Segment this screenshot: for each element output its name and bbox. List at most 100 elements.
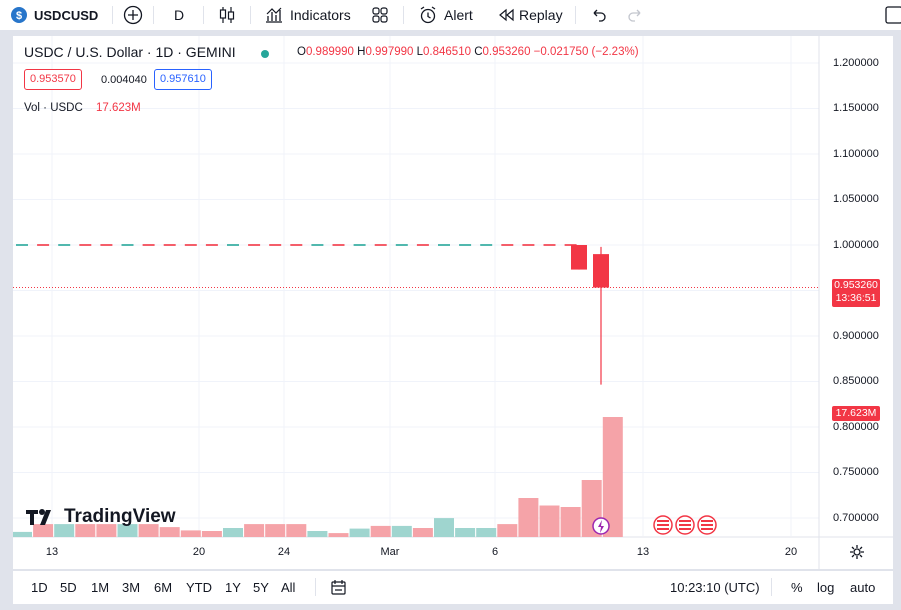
top-toolbar: $ USDCUSD D Indicators Alert Replay [0, 0, 901, 30]
range-3m-button[interactable]: 3M [122, 580, 141, 595]
chart-panel[interactable]: USDC / U.S. Dollar · 1D · GEMINI O0.9899… [13, 36, 893, 569]
symbol-search-button[interactable]: $ USDCUSD [10, 0, 98, 30]
price-tick: 1.150000 [833, 102, 879, 114]
time-tick: 20 [192, 546, 206, 558]
range-ytd-button[interactable]: YTD [186, 580, 212, 595]
low-key: L [416, 46, 424, 58]
volume-bar [307, 531, 328, 537]
us-flag-stripe [657, 520, 669, 522]
time-tick: 6 [491, 546, 499, 558]
price-tick: 1.000000 [833, 239, 879, 251]
goto-date-icon[interactable] [330, 579, 347, 596]
time-tick: 20 [784, 546, 798, 558]
redo-icon [628, 9, 641, 22]
high-value: 0.997990 [365, 46, 414, 58]
alert-button[interactable]: Alert [418, 0, 473, 30]
bid-price-button[interactable]: 0.953570 [24, 69, 82, 90]
auto-scale-button[interactable]: auto [850, 580, 876, 595]
ohlc-values: O0.989990 H0.997990 L0.846510 C0.953260 … [297, 46, 639, 58]
add-circle-icon [123, 5, 143, 25]
redo-button[interactable] [626, 0, 644, 30]
chart-type-button[interactable] [218, 0, 236, 30]
indicators-button[interactable]: Indicators [264, 0, 351, 30]
layout-grid-icon [372, 7, 388, 23]
volume-bar [349, 528, 370, 537]
volume-bar [497, 524, 518, 537]
market-status-icon [261, 49, 270, 58]
us-flag-stripe [701, 524, 713, 526]
volume-bar [159, 527, 180, 537]
bottom-toolbar: 1D 5D 1M 3M 6M YTD 1Y 5Y All 10:23:10 (U… [13, 571, 893, 604]
settings-gear-icon[interactable] [849, 544, 865, 560]
time-tick: 13 [45, 546, 59, 558]
volume-bar [476, 528, 497, 537]
volume-bar [560, 507, 581, 537]
tradingview-watermark: TradingView [25, 506, 176, 528]
low-value: 0.846510 [423, 46, 471, 58]
tradingview-wordmark: TradingView [64, 506, 176, 527]
usdc-logo-icon: $ [11, 7, 27, 23]
open-value: 0.989990 [305, 46, 354, 58]
chart-canvas[interactable] [13, 36, 893, 569]
us-flag-stripe [679, 528, 691, 530]
us-flag-stripe [657, 528, 669, 530]
price-tick: 0.900000 [833, 330, 879, 342]
tradingview-logo-icon [26, 509, 51, 525]
replay-icon [499, 8, 514, 22]
us-flag-stripe [679, 520, 691, 522]
interval-label: D [174, 7, 185, 23]
range-5d-button[interactable]: 5D [60, 580, 77, 595]
volume-bar [286, 524, 307, 537]
volume-bar [13, 531, 32, 537]
interval-button[interactable]: D [174, 0, 184, 30]
symbol-label: USDCUSD [34, 7, 99, 23]
us-flag-stripe [679, 524, 691, 526]
price-tick: 0.850000 [833, 375, 879, 387]
last-price-tag: 0.953260 13:36:51 [832, 279, 880, 307]
price-tick: 1.050000 [833, 193, 879, 205]
volume-bar [391, 525, 412, 537]
bar-countdown: 13:36:51 [835, 292, 877, 304]
volume-bar [54, 524, 75, 537]
clock-timezone-button[interactable]: 10:23:10 (UTC) [670, 580, 760, 595]
volume-bar [602, 417, 623, 537]
time-tick: Mar [380, 546, 400, 558]
volume-bar [96, 524, 117, 537]
high-key: H [357, 46, 366, 58]
price-tick: 0.750000 [833, 466, 879, 478]
us-flag-stripe [701, 528, 713, 530]
undo-icon [593, 9, 606, 22]
layouts-button[interactable] [371, 0, 389, 30]
volume-bar [265, 524, 286, 537]
fullscreen-button[interactable] [884, 0, 901, 30]
window-icon [885, 6, 901, 24]
range-1m-button[interactable]: 1M [91, 580, 110, 595]
compare-button[interactable] [123, 0, 143, 30]
replay-button[interactable]: Replay [497, 0, 563, 30]
close-value: 0.953260 [482, 46, 531, 58]
range-1d-button[interactable]: 1D [31, 580, 48, 595]
volume-value: 17.623M [96, 102, 141, 114]
price-tick: 0.800000 [833, 421, 879, 433]
volume-bar [370, 525, 391, 537]
range-1y-button[interactable]: 1Y [225, 580, 241, 595]
spread-value: 0.004040 [101, 74, 147, 86]
last-price-value: 0.953260 [834, 279, 878, 291]
volume-label: Vol · USDC [24, 102, 83, 114]
range-6m-button[interactable]: 6M [154, 580, 173, 595]
range-all-button[interactable]: All [281, 580, 296, 595]
log-scale-button[interactable]: log [817, 580, 835, 595]
change-value: −0.021750 (−2.23%) [533, 46, 639, 58]
price-tick: 1.200000 [833, 57, 879, 69]
candle-body [593, 254, 609, 288]
price-tick: 0.700000 [833, 512, 879, 524]
range-5y-button[interactable]: 5Y [253, 580, 269, 595]
last-volume-tag: 17.623M [832, 406, 880, 421]
undo-button[interactable] [590, 0, 608, 30]
volume-bar [138, 524, 159, 537]
volume-bar [412, 528, 433, 537]
volume-bar [328, 533, 349, 537]
us-flag-stripe [701, 520, 713, 522]
percent-scale-button[interactable]: % [791, 580, 803, 595]
ask-price-button[interactable]: 0.957610 [154, 69, 212, 90]
